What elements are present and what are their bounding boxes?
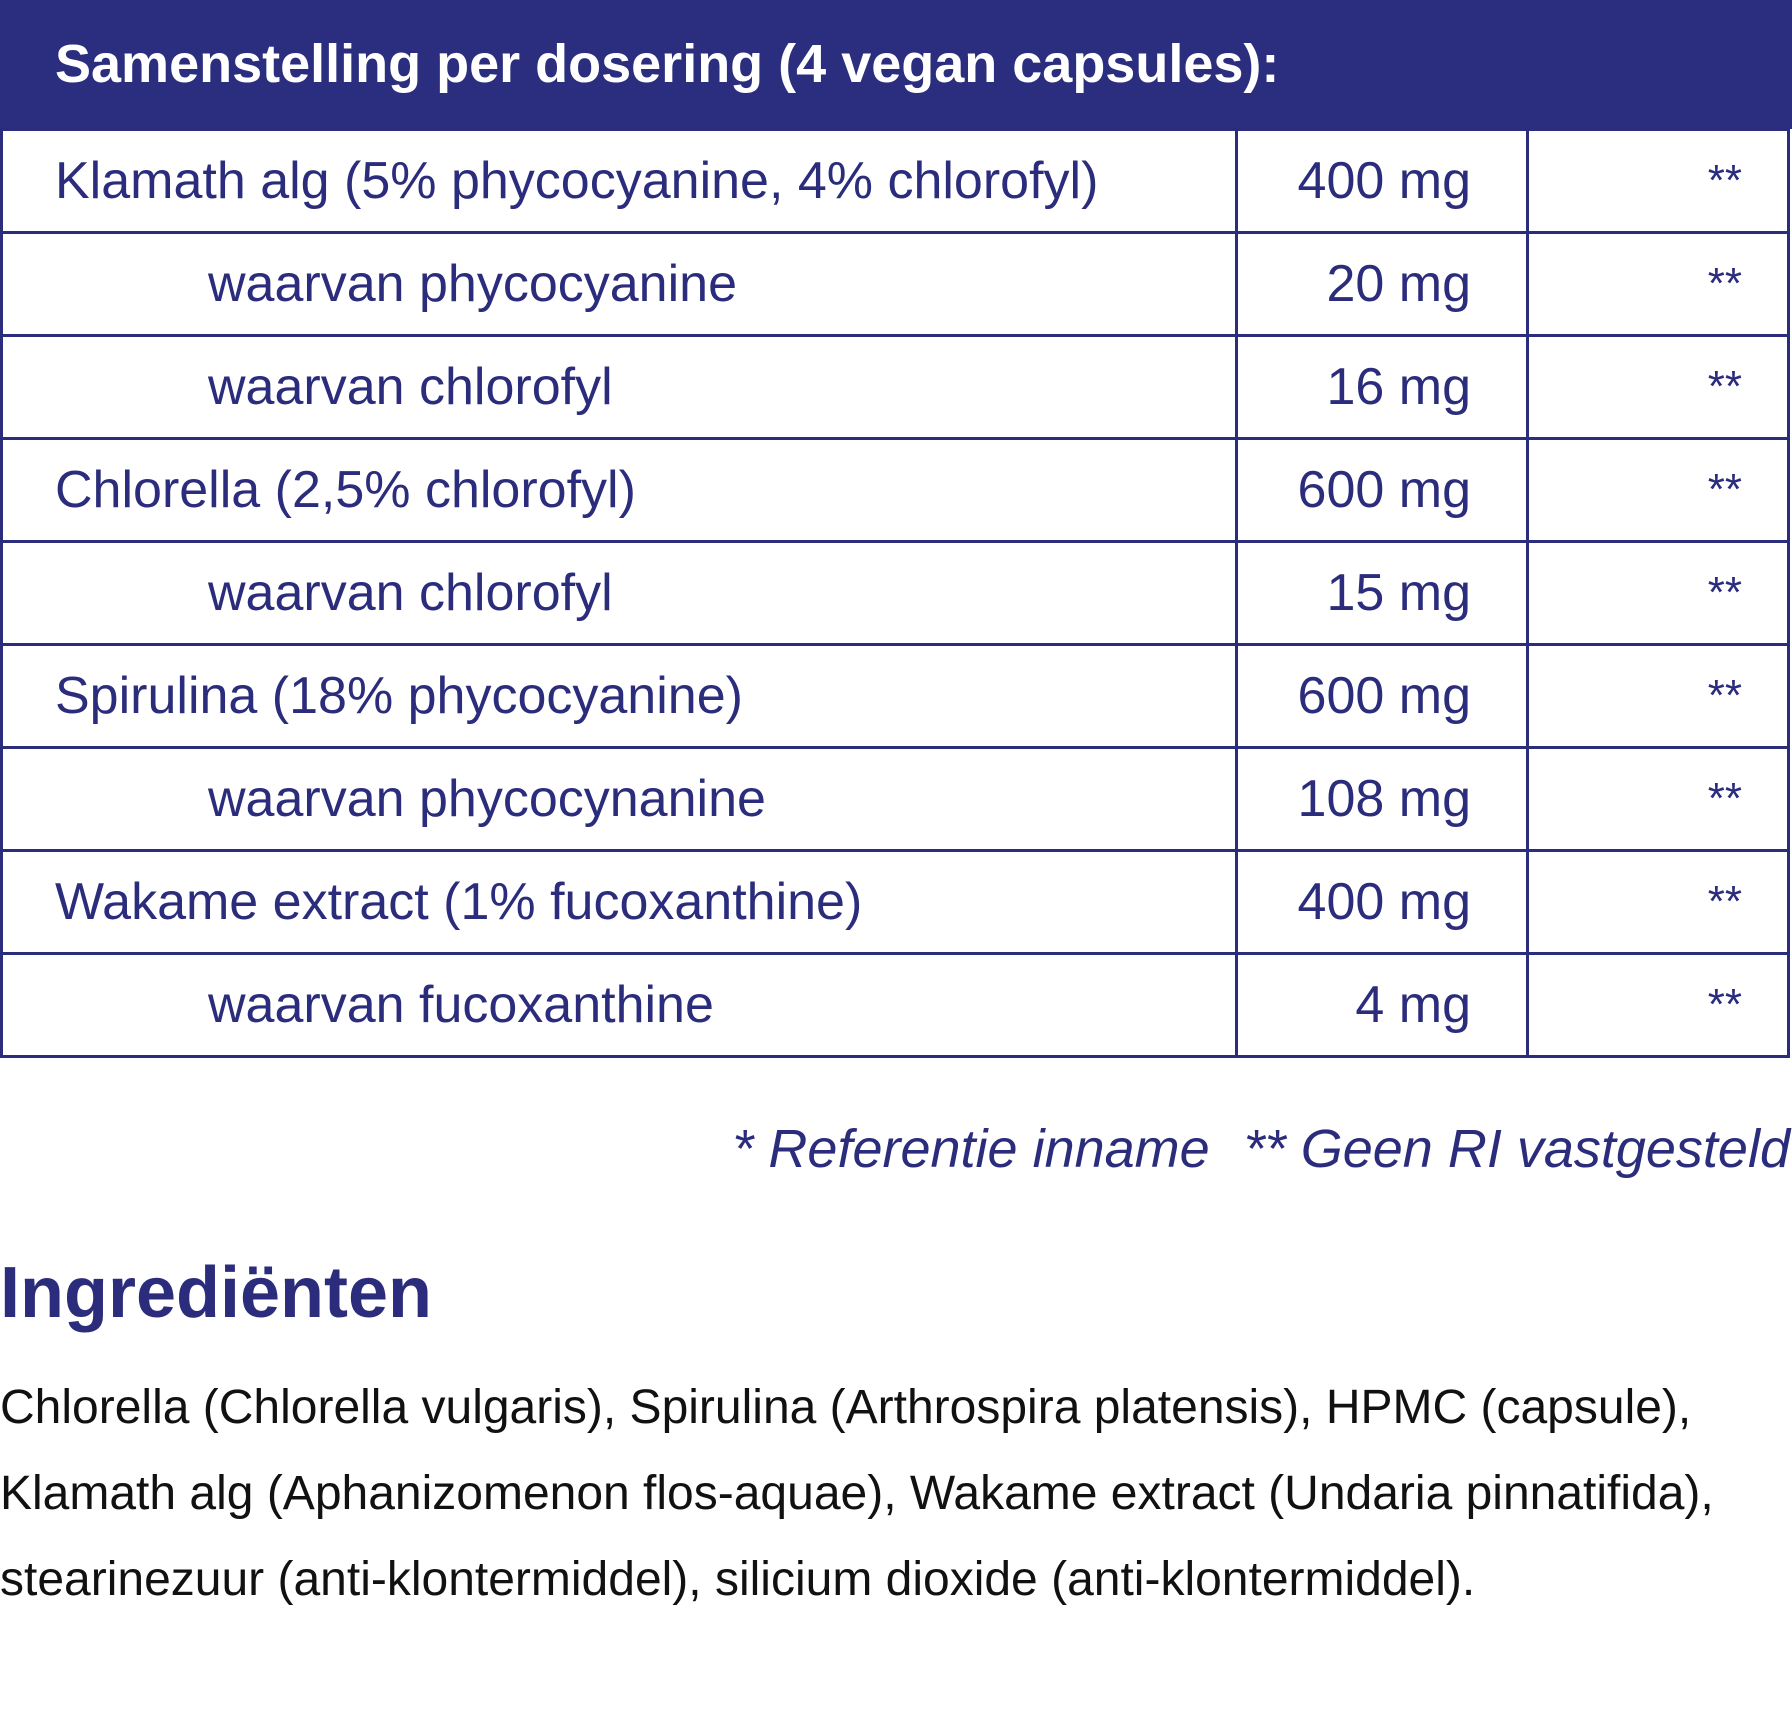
footnote: * Referentie inname ** Geen RI vastgestel… bbox=[732, 1118, 1790, 1180]
ingredient: waarvan chlorofyl bbox=[0, 540, 1238, 646]
amount: 4 mg bbox=[1235, 952, 1529, 1058]
ri: ** bbox=[1526, 231, 1790, 337]
row: waarvan fucoxanthine 4 mg ** bbox=[0, 952, 1790, 1058]
ri: ** bbox=[1526, 128, 1790, 234]
row: waarvan phycocyanine 20 mg ** bbox=[0, 231, 1790, 337]
amount: 15 mg bbox=[1235, 540, 1529, 646]
ingredient: waarvan phycocyanine bbox=[0, 231, 1238, 337]
ingredient: waarvan chlorofyl bbox=[0, 334, 1238, 440]
ri: ** bbox=[1526, 643, 1790, 749]
amount: 16 mg bbox=[1235, 334, 1529, 440]
row: Chlorella (2,5% chlorofyl) 600 mg ** bbox=[0, 437, 1790, 543]
composition-table: Klamath alg (5% phycocyanine, 4% chlorof… bbox=[0, 128, 1790, 1058]
amount: 20 mg bbox=[1235, 231, 1529, 337]
amount: 108 mg bbox=[1235, 746, 1529, 852]
ingredient: waarvan fucoxanthine bbox=[0, 952, 1238, 1058]
ri: ** bbox=[1526, 952, 1790, 1058]
amount: 600 mg bbox=[1235, 437, 1529, 543]
row: waarvan chlorofyl 15 mg ** bbox=[0, 540, 1790, 646]
amount: 400 mg bbox=[1235, 849, 1529, 955]
amount: 400 mg bbox=[1235, 128, 1529, 234]
amount: 600 mg bbox=[1235, 643, 1529, 749]
ingredient: Chlorella (2,5% chlorofyl) bbox=[0, 437, 1238, 543]
ri: ** bbox=[1526, 746, 1790, 852]
ingredients-text: Chlorella (Chlorella vulgaris), Spirulin… bbox=[0, 1381, 1714, 1606]
ingredient: Spirulina (18% phycocyanine) bbox=[0, 643, 1238, 749]
footnote-no-ri: ** Geen RI vastgesteld bbox=[1243, 1119, 1790, 1179]
row: Spirulina (18% phycocyanine) 600 mg ** bbox=[0, 643, 1790, 749]
row: Wakame extract (1% fucoxanthine) 400 mg ** bbox=[0, 849, 1790, 955]
row: Klamath alg (5% phycocyanine, 4% chlorof… bbox=[0, 128, 1790, 234]
ri: ** bbox=[1526, 540, 1790, 646]
footnote-ri: * Referentie inname bbox=[732, 1119, 1210, 1179]
ingredients-heading: Ingrediënten bbox=[0, 1253, 433, 1333]
row: waarvan phycocynanine 108 mg ** bbox=[0, 746, 1790, 852]
ingredient: Wakame extract (1% fucoxanthine) bbox=[0, 849, 1238, 955]
ri: ** bbox=[1526, 334, 1790, 440]
ingredient: Klamath alg (5% phycocyanine, 4% chlorof… bbox=[0, 128, 1238, 234]
row: waarvan chlorofyl 16 mg ** bbox=[0, 334, 1790, 440]
ingredient: waarvan phycocynanine bbox=[0, 746, 1238, 852]
ri: ** bbox=[1526, 849, 1790, 955]
ri: ** bbox=[1526, 437, 1790, 543]
table-header: Samenstelling per dosering (4 vegan caps… bbox=[0, 0, 1792, 129]
